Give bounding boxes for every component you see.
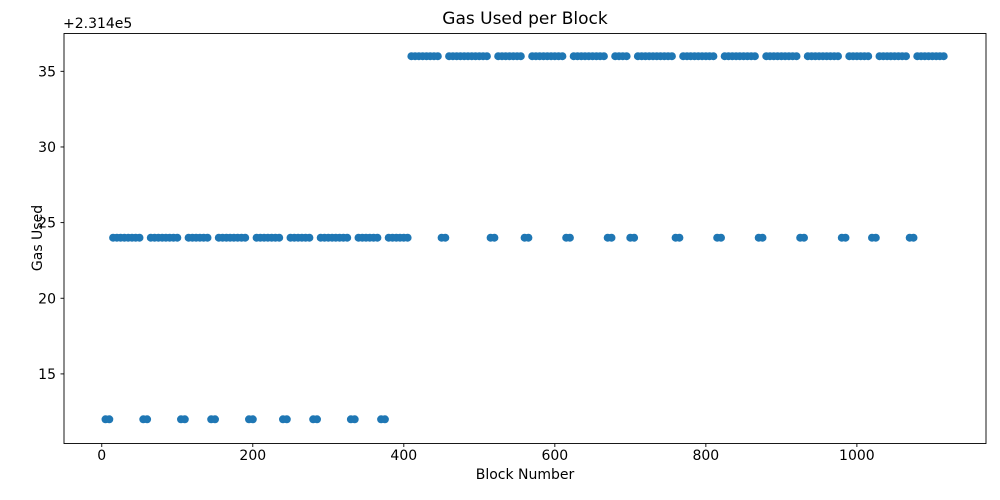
y-tick-label: 35 bbox=[38, 64, 56, 80]
scatter-point bbox=[630, 233, 639, 242]
scatter-point bbox=[241, 233, 250, 242]
scatter-point bbox=[211, 415, 219, 424]
scatter-point bbox=[558, 52, 567, 61]
x-tick-label: 200 bbox=[239, 448, 266, 464]
x-tick-label: 0 bbox=[97, 448, 106, 464]
y-tick-label: 20 bbox=[38, 291, 56, 307]
scatter-point bbox=[800, 233, 808, 242]
scatter-point bbox=[282, 415, 291, 424]
scatter-point bbox=[667, 52, 676, 61]
scatter-point bbox=[834, 52, 842, 61]
scatter-point bbox=[490, 233, 499, 242]
scatter-point bbox=[939, 52, 948, 61]
scatter-point bbox=[482, 52, 491, 61]
scatter-point bbox=[305, 233, 314, 242]
scatter-point bbox=[135, 233, 144, 242]
scatter-point bbox=[433, 52, 442, 61]
scatter-point bbox=[622, 52, 631, 61]
scatter-point bbox=[675, 233, 684, 242]
scatter-point bbox=[871, 233, 880, 242]
scatter-point bbox=[180, 415, 189, 424]
scatter-point bbox=[709, 52, 718, 61]
scatter-point bbox=[565, 233, 574, 242]
scatter-point bbox=[380, 415, 389, 424]
scatter-point bbox=[313, 415, 321, 424]
y-tick-label: 15 bbox=[38, 367, 56, 383]
x-tick-label: 800 bbox=[692, 448, 719, 464]
scatter-point bbox=[143, 415, 152, 424]
scatter-point bbox=[173, 233, 182, 242]
scatter-point bbox=[275, 233, 284, 242]
scatter-point bbox=[599, 52, 608, 61]
scatter-point bbox=[750, 52, 759, 61]
x-tick-label: 1000 bbox=[839, 448, 875, 464]
scatter-point bbox=[909, 233, 918, 242]
x-tick-label: 400 bbox=[390, 448, 417, 464]
scatter-point bbox=[516, 52, 525, 61]
scatter-point bbox=[717, 233, 725, 242]
scatter-point bbox=[203, 233, 212, 242]
scatter-point bbox=[524, 233, 533, 242]
scatter-point bbox=[350, 415, 359, 424]
scatter-point bbox=[864, 52, 873, 61]
y-tick-label: 30 bbox=[38, 140, 56, 156]
x-tick-label: 600 bbox=[541, 448, 568, 464]
scatter-point bbox=[105, 415, 114, 424]
scatter-point bbox=[841, 233, 850, 242]
y-axis-label: Gas Used bbox=[30, 204, 46, 272]
scatter-point bbox=[758, 233, 767, 242]
y-tick-label: 25 bbox=[38, 216, 56, 232]
scatter-point bbox=[607, 233, 616, 242]
scatter-point bbox=[343, 233, 352, 242]
scatter-point bbox=[403, 233, 412, 242]
y-axis-offset-label: +2.314e5 bbox=[63, 16, 133, 32]
chart-title: Gas Used per Block bbox=[442, 9, 608, 29]
scatter-point bbox=[441, 233, 450, 242]
scatter-point bbox=[373, 233, 382, 242]
scatter-point bbox=[902, 52, 910, 61]
scatter-point bbox=[792, 52, 801, 61]
x-axis-label: Block Number bbox=[475, 467, 575, 483]
scatter-point bbox=[248, 415, 257, 424]
